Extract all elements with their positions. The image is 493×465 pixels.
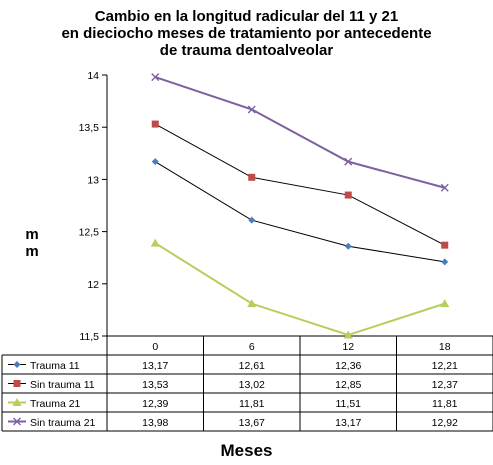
table-cell-sin-trauma-11: 12,37 bbox=[432, 379, 458, 391]
table-cell-trauma-21: 11,81 bbox=[239, 398, 265, 410]
y-tick-label: 11,5 bbox=[79, 331, 99, 343]
legend-label-trauma-11: Trauma 11 bbox=[30, 360, 80, 372]
table-cell-trauma-21: 11,81 bbox=[432, 398, 458, 410]
legend-label-trauma-21: Trauma 21 bbox=[30, 398, 81, 410]
table-cell-trauma-11: 13,17 bbox=[142, 360, 168, 372]
data-point-trauma-21 bbox=[343, 330, 353, 339]
table-cell-sin-trauma-21: 13,98 bbox=[142, 417, 168, 429]
series-line-trauma-21 bbox=[154, 242, 446, 337]
legend-label-sin-trauma-11: Sin trauma 11 bbox=[30, 379, 95, 391]
data-point-trauma-21 bbox=[150, 238, 160, 247]
chart-title-line-1: Cambio en la longitud radicular del 11 y… bbox=[94, 8, 399, 25]
chart-title-line-3: de trauma dentoalveolar bbox=[159, 42, 334, 59]
y-tick-label: 12,5 bbox=[79, 227, 100, 239]
legend-marker-trauma-11 bbox=[13, 361, 21, 368]
series-line-sin-trauma-11 bbox=[155, 123, 445, 246]
table-cell-trauma-11: 12,61 bbox=[239, 360, 265, 372]
y-tick-label: 14 bbox=[87, 70, 99, 82]
y-tick-label: 12 bbox=[87, 279, 99, 291]
data-point-trauma-21 bbox=[247, 299, 257, 308]
data-point-trauma-11 bbox=[151, 158, 159, 166]
y-axis-label: m m bbox=[22, 226, 42, 260]
x-tick-label: 18 bbox=[439, 341, 451, 353]
legend-label-sin-trauma-21: Sin trauma 21 bbox=[30, 417, 96, 429]
x-tick-label: 0 bbox=[152, 341, 158, 353]
chart-title: Cambio en la longitud radicular del 11 y… bbox=[0, 8, 493, 59]
data-point-sin-trauma-21 bbox=[247, 105, 256, 114]
y-tick-label: 13 bbox=[87, 174, 99, 186]
y-tick-label: 13,5 bbox=[79, 122, 100, 134]
legend-marker-trauma-21 bbox=[12, 398, 22, 406]
table-cell-sin-trauma-11: 13,53 bbox=[142, 379, 168, 391]
table-cell-sin-trauma-11: 13,02 bbox=[239, 379, 265, 391]
data-point-sin-trauma-11 bbox=[248, 173, 256, 181]
table-cell-sin-trauma-21: 12,92 bbox=[432, 417, 458, 429]
x-tick-label: 6 bbox=[249, 341, 255, 353]
data-point-sin-trauma-11 bbox=[344, 191, 352, 199]
x-axis-label: Meses bbox=[220, 441, 273, 460]
data-point-trauma-11 bbox=[441, 258, 449, 266]
data-point-trauma-11 bbox=[248, 216, 256, 224]
data-point-sin-trauma-21 bbox=[151, 73, 160, 82]
data-point-trauma-21 bbox=[440, 299, 450, 308]
table-cell-trauma-21: 11,51 bbox=[336, 398, 362, 410]
data-point-sin-trauma-11 bbox=[441, 241, 449, 249]
data-point-trauma-11 bbox=[344, 242, 352, 250]
table-cell-trauma-11: 12,21 bbox=[432, 360, 458, 372]
data-point-sin-trauma-21 bbox=[440, 183, 449, 192]
table-cell-trauma-11: 12,36 bbox=[335, 360, 361, 372]
y-axis-label-line-1: m bbox=[25, 226, 39, 243]
series-line-sin-trauma-21 bbox=[154, 76, 446, 189]
y-axis-label-line-2: m bbox=[25, 243, 39, 260]
data-point-sin-trauma-11 bbox=[151, 120, 159, 128]
table-cell-sin-trauma-11: 12,85 bbox=[335, 379, 361, 391]
table-cell-trauma-21: 12,39 bbox=[142, 398, 168, 410]
x-tick-label: 12 bbox=[342, 341, 354, 353]
data-point-sin-trauma-21 bbox=[344, 157, 353, 166]
series-line-trauma-11 bbox=[154, 161, 445, 263]
legend-marker-sin-trauma-21 bbox=[13, 417, 21, 426]
legend-marker-sin-trauma-11 bbox=[13, 380, 21, 387]
chart-title-line-2: en dieciocho meses de tratamiento por an… bbox=[61, 25, 432, 42]
table-cell-sin-trauma-21: 13,17 bbox=[335, 417, 361, 429]
table-cell-sin-trauma-21: 13,67 bbox=[239, 417, 265, 429]
line-chart-with-data-table: 11,5 12 12,5 13 13,5 14 0 6 12 18 Trauma 11 13,17 12… bbox=[1, 70, 493, 432]
